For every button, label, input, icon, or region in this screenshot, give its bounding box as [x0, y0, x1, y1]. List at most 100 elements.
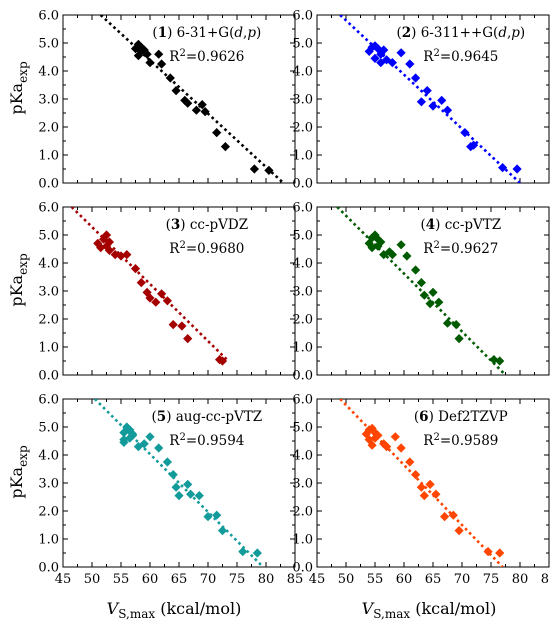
- y-tick-label: 3.0: [38, 477, 59, 492]
- data-point: [136, 278, 146, 288]
- data-point: [454, 526, 464, 536]
- y-tick-label: 5.0: [38, 37, 59, 52]
- xlabel-left: VS,max (kcal/mol): [107, 599, 242, 621]
- r2-sup: 2: [433, 240, 439, 251]
- panel-2: 0.0 1.0 2.0 3.0 4.0 5.0 6.0 (2) 6-311++G(d,p) R2…: [292, 9, 550, 192]
- xlabel-unit: (kcal/mol): [410, 599, 496, 618]
- y-tick-label: 1.0: [38, 341, 59, 356]
- panel-label-part: d: [498, 25, 507, 41]
- data-point: [220, 142, 230, 152]
- x-tick-label: 75: [229, 572, 246, 587]
- data-point: [419, 290, 429, 300]
- data-point: [364, 46, 374, 56]
- y-tick-label: 4.0: [292, 65, 313, 80]
- data-point: [165, 73, 175, 83]
- data-point: [416, 482, 426, 492]
- data-point: [373, 430, 383, 440]
- data-point: [483, 547, 493, 557]
- data-point: [382, 55, 392, 65]
- panel-label-part: 5: [157, 409, 166, 425]
- data-point: [434, 297, 444, 307]
- ylabel-row-2: pKaexp: [7, 253, 30, 307]
- data-point: [136, 46, 146, 56]
- data-point: [379, 45, 389, 55]
- panel-label: (1) 6-31+G(d,p): [152, 25, 261, 41]
- panel-label-part: ): [429, 409, 434, 425]
- data-point: [376, 49, 386, 59]
- ylabel-sub: exp: [16, 61, 30, 83]
- r-squared-label: R2=0.9645: [423, 48, 498, 65]
- data-point: [145, 58, 155, 68]
- panel-4: 0.0 1.0 2.0 3.0 4.0 5.0 6.0 (4) cc-pVTZ R2=0.962…: [292, 201, 550, 384]
- data-point: [367, 423, 377, 433]
- y-tick-label: 4.0: [292, 449, 313, 464]
- data-point: [454, 334, 464, 344]
- panel-1: 0.0 1.0 2.0 3.0 4.0 5.0 6.0 (1) 6-31+G(d,p) R2=0…: [38, 9, 296, 192]
- data-point: [128, 430, 138, 440]
- r-squared-label: R2=0.9594: [169, 432, 244, 449]
- data-point: [396, 48, 406, 58]
- data-point: [212, 128, 222, 138]
- ylabel-row-1: pKaexp: [7, 61, 30, 115]
- data-point: [376, 58, 386, 68]
- y-tick-label: 0.0: [292, 561, 313, 576]
- data-point: [405, 59, 415, 69]
- xlabel-main: V: [107, 599, 120, 618]
- data-point: [460, 128, 470, 138]
- panel-label-part: aug-cc-pVTZ: [171, 409, 262, 425]
- y-tick-label: 6.0: [292, 9, 313, 24]
- y-tick-label: 3.0: [292, 477, 313, 492]
- panel-label-part: 6-31+G(: [172, 25, 234, 41]
- panel-label-part: 6: [419, 409, 428, 425]
- x-tick-label: 45: [309, 572, 326, 587]
- r-squared-label: R2=0.9627: [423, 240, 498, 257]
- x-tick-label: 80: [258, 572, 275, 587]
- data-point: [177, 321, 187, 331]
- data-point: [151, 297, 161, 307]
- y-tick-label: 0.0: [292, 369, 313, 384]
- data-point: [186, 489, 196, 499]
- panel-label-part: p: [511, 25, 520, 41]
- ylabel-main: pKa: [7, 466, 26, 498]
- data-point: [382, 442, 392, 452]
- r-squared-label: R2=0.9626: [169, 48, 244, 65]
- y-tick-label: 0.0: [292, 177, 313, 192]
- ylabel-sub: exp: [16, 445, 30, 467]
- x-tick-label: 75: [483, 572, 500, 587]
- y-tick-label: 2.0: [38, 121, 59, 136]
- r-squared-label: R2=0.9589: [423, 432, 498, 449]
- y-tick-label: 5.0: [38, 229, 59, 244]
- r2-value: =0.9645: [440, 49, 499, 65]
- data-point: [183, 98, 193, 108]
- y-tick-label: 2.0: [38, 313, 59, 328]
- panel-label-part: p: [247, 25, 256, 41]
- data-point: [411, 265, 421, 275]
- data-point: [428, 101, 438, 111]
- data-point: [431, 489, 441, 499]
- y-tick-label: 4.0: [38, 257, 59, 272]
- data-point: [379, 439, 389, 449]
- x-tick-label: 50: [338, 572, 355, 587]
- panel-label-part: cc-pVDZ: [186, 217, 249, 233]
- data-point: [122, 250, 132, 260]
- xlabel-sub: S,max: [373, 607, 410, 621]
- panel-label-part: 3: [171, 217, 180, 233]
- data-point: [373, 241, 383, 251]
- data-point: [168, 470, 178, 480]
- data-point: [200, 107, 210, 117]
- data-point: [422, 86, 432, 96]
- data-point: [252, 548, 262, 558]
- x-tick-label: 85: [287, 572, 304, 587]
- panel-label-part: d: [234, 25, 243, 41]
- data-point: [367, 243, 377, 253]
- panel-5: 0.0 1.0 2.0 3.0 4.0 5.0 6.0 45 50 55 60 65 70 75 80 85 (…: [38, 393, 303, 588]
- data-point: [101, 230, 112, 240]
- x-tick-label: 85: [541, 572, 550, 587]
- panel-label-part: 2: [402, 25, 411, 41]
- data-point: [119, 428, 129, 438]
- data-point: [212, 510, 222, 520]
- xlabel-unit: (kcal/mol): [155, 599, 241, 618]
- data-point: [495, 356, 505, 366]
- y-tick-label: 3.0: [38, 285, 59, 300]
- svg-text:pKaexp: pKaexp: [7, 253, 30, 307]
